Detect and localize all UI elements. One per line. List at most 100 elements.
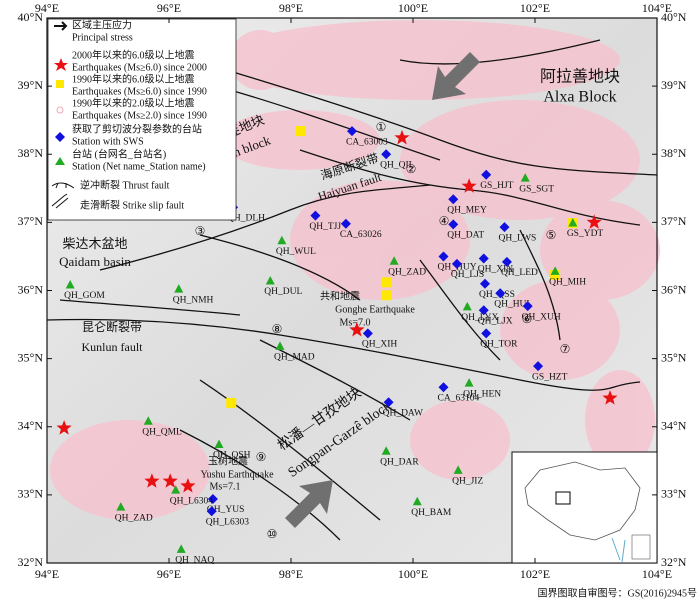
station-label: QH_DAR [380,457,419,467]
station-label: GS_SGT [519,184,554,194]
fault-line [179,429,341,541]
sws-station [481,169,492,180]
fault-line [159,49,658,176]
y-tick-label: 37°N [18,214,44,228]
legend-text: 台站 (台网名_台站名) [72,147,166,160]
sws-station [340,218,351,229]
sws-station [501,256,512,267]
legend-diamond-icon [55,132,65,142]
sws-station [310,210,321,221]
inset-study-area [555,491,571,505]
legend-text: Earthquakes (Ms≥6.0) since 2000 [72,62,207,73]
fault-line [199,379,381,521]
x-tick-label: 102°E [520,567,550,581]
station-label: QH_MEY [447,205,487,215]
sws-station [495,288,506,299]
y-tick-label: 35°N [18,350,44,364]
earthquake-1990 [381,290,392,301]
legend-text: Principal stress [72,32,133,43]
fault-number: ⑦ [560,342,571,356]
legend-text: Earthquakes (Ms≥6.0) since 1990 [72,86,207,97]
station-label: QH_ZAD [388,267,426,277]
earthquake-2000 [180,478,196,493]
station [143,416,153,425]
legend-text: 2000年以来的6.0级以上地震 [72,48,195,61]
x-tick-label: 94°E [35,1,59,15]
y-tick-label: 32°N [661,555,687,569]
legend-star-icon [54,58,68,71]
sws-station [448,219,459,230]
station-label: QH_XIH [362,340,397,350]
station-label: GS_HJT [480,181,513,191]
y-tick-label: 34°N [18,419,44,433]
station-label: QH_XIN [478,265,513,275]
station-label: CA_63026 [340,230,382,240]
station [277,235,287,245]
station-label: QH_LWS [499,233,537,243]
sws-station [347,126,357,137]
fault-number: ④ [439,214,450,228]
fault-line [59,299,241,316]
station-label: QH_L6303 [206,517,250,527]
inset-coast [611,537,626,563]
fault-line [229,89,441,161]
y-tick-label: 40°N [18,10,44,24]
station-label: QH_LED [501,268,538,278]
legend-square-icon [56,80,64,88]
region-label: 玉树地震 [208,454,248,467]
station-label: QH_NMH [173,295,214,305]
y-tick-label: 32°N [18,555,44,569]
region-label: 昆仑断裂带 [82,319,142,334]
station [171,485,181,494]
earthquake-1990 [381,277,392,288]
inset-china-outline [524,461,641,541]
earthquake-2000 [586,214,602,229]
station [568,218,578,227]
fault-number: ⑨ [256,450,267,464]
station-label: GS_HZT [532,372,568,382]
legend-arrow-icon [54,21,68,31]
sws-station [451,258,462,269]
station [550,266,560,275]
region-label: 共和地震 [320,289,360,302]
earthquake-2000 [602,390,618,405]
x-tick-label: 104°E [642,1,672,15]
station-label: QH_WUL [276,247,316,257]
y-tick-label: 37°N [661,214,687,228]
station-label: CA_63003 [346,137,388,147]
station-label: QH_JIZ [452,477,483,487]
earthquake-2000 [56,420,72,435]
station-label: QH_DAW [383,408,423,418]
station-label: QH_XUH [522,312,561,322]
station-label: QH_LJS [451,270,484,280]
legend-text: 逆冲断裂 Thrust fault [80,178,170,191]
station-label: QH_GOM [64,291,105,301]
sws-station [478,305,489,316]
sws-station [448,194,459,205]
x-tick-label: 98°E [279,1,303,15]
sws-station [383,397,394,408]
station-label: QH_TOR [480,340,518,350]
sws-station [522,301,533,312]
earthquake-2000 [349,322,365,337]
station [174,284,184,293]
x-tick-label: 98°E [279,567,303,581]
station [275,341,285,350]
region-label: 阿拉善地块 [540,68,620,86]
stress-arrow [432,52,480,100]
region-label: Qaidam basin [59,254,131,269]
station-label: QH_LYX [461,313,498,323]
sws-station [481,328,492,339]
earthquake-2000 [144,473,160,488]
sws-station [438,382,449,393]
station-label: QH_LJX [478,316,513,326]
station-label: GS_YDT [567,229,604,239]
station [389,256,399,265]
fault-line [399,39,601,65]
legend-text: 区域主压应力 [72,18,132,31]
sws-station [479,278,490,289]
station-label: QH_L6304 [170,496,214,506]
fault-number: ② [406,162,417,176]
